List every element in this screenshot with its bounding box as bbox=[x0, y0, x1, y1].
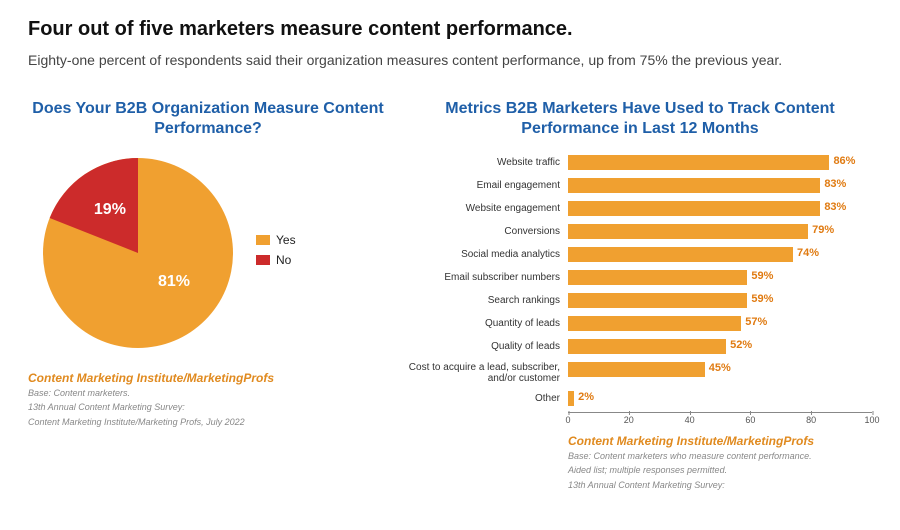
bar-fill bbox=[568, 391, 574, 406]
bar-track: 86% bbox=[568, 153, 872, 173]
bar-fill bbox=[568, 201, 820, 216]
bar-track: 57% bbox=[568, 314, 872, 334]
pie-panel: Does Your B2B Organization Measure Conte… bbox=[28, 99, 388, 492]
pie-label-yes: 81% bbox=[158, 273, 190, 291]
bar-track: 79% bbox=[568, 222, 872, 242]
tick-0: 0 bbox=[565, 415, 570, 425]
bar-track: 59% bbox=[568, 291, 872, 311]
bar-fill bbox=[568, 247, 793, 262]
bar-row: Website engagement 83% bbox=[408, 199, 872, 219]
bar-row: Quality of leads 52% bbox=[408, 337, 872, 357]
bar-value: 79% bbox=[812, 224, 834, 236]
tick-40: 40 bbox=[685, 415, 695, 425]
bar-label: Website engagement bbox=[408, 203, 568, 214]
bar-fill bbox=[568, 316, 741, 331]
bar-row: Conversions 79% bbox=[408, 222, 872, 242]
bar-fill bbox=[568, 155, 829, 170]
bar-value: 45% bbox=[709, 362, 731, 374]
charts-container: Does Your B2B Organization Measure Conte… bbox=[28, 99, 872, 492]
legend-label-yes: Yes bbox=[276, 233, 296, 247]
tick-80: 80 bbox=[806, 415, 816, 425]
pie-chart: 19% 81% bbox=[38, 153, 238, 353]
tick-100: 100 bbox=[864, 415, 879, 425]
bar-fill bbox=[568, 362, 705, 377]
bar-row: Other 2% bbox=[408, 389, 872, 409]
bar-x-axis: 0 20 40 60 80 100 bbox=[568, 412, 872, 428]
page-subhead: Eighty-one percent of respondents said t… bbox=[28, 51, 872, 71]
pie-foot3: Content Marketing Institute/Marketing Pr… bbox=[28, 416, 388, 429]
bar-label: Quantity of leads bbox=[408, 318, 568, 329]
bar-foot1: Base: Content marketers who measure cont… bbox=[568, 450, 872, 463]
bar-row: Quantity of leads 57% bbox=[408, 314, 872, 334]
bar-label: Cost to acquire a lead, subscriber, and/… bbox=[408, 362, 568, 384]
legend-label-no: No bbox=[276, 253, 291, 267]
bar-foot2: Aided list; multiple responses permitted… bbox=[568, 464, 872, 477]
legend-swatch-no bbox=[256, 255, 270, 265]
bar-title: Metrics B2B Marketers Have Used to Track… bbox=[408, 99, 872, 139]
bar-label: Conversions bbox=[408, 226, 568, 237]
pie-source: Content Marketing Institute/MarketingPro… bbox=[28, 371, 388, 385]
bar-fill bbox=[568, 224, 808, 239]
bar-track: 45% bbox=[568, 360, 872, 386]
tick-20: 20 bbox=[624, 415, 634, 425]
bar-track: 2% bbox=[568, 389, 872, 409]
bar-track: 52% bbox=[568, 337, 872, 357]
page-headline: Four out of five marketers measure conte… bbox=[28, 18, 872, 41]
bar-label: Email engagement bbox=[408, 180, 568, 191]
bar-panel: Metrics B2B Marketers Have Used to Track… bbox=[408, 99, 872, 492]
pie-title: Does Your B2B Organization Measure Conte… bbox=[28, 99, 388, 139]
bar-track: 59% bbox=[568, 268, 872, 288]
bar-fill bbox=[568, 339, 726, 354]
bar-value: 2% bbox=[578, 391, 594, 403]
bar-label: Quality of leads bbox=[408, 341, 568, 352]
legend-swatch-yes bbox=[256, 235, 270, 245]
pie-foot1: Base: Content marketers. bbox=[28, 387, 388, 400]
bar-label: Search rankings bbox=[408, 295, 568, 306]
bar-source: Content Marketing Institute/MarketingPro… bbox=[568, 434, 872, 448]
bar-track: 74% bbox=[568, 245, 872, 265]
tick-60: 60 bbox=[745, 415, 755, 425]
bar-row: Website traffic 86% bbox=[408, 153, 872, 173]
bar-track: 83% bbox=[568, 199, 872, 219]
bar-value: 86% bbox=[833, 155, 855, 167]
bar-fill bbox=[568, 178, 820, 193]
bar-value: 52% bbox=[730, 339, 752, 351]
bar-row: Email engagement 83% bbox=[408, 176, 872, 196]
bar-row: Search rankings 59% bbox=[408, 291, 872, 311]
bar-value: 59% bbox=[751, 293, 773, 305]
bar-value: 83% bbox=[824, 178, 846, 190]
bar-label: Social media analytics bbox=[408, 249, 568, 260]
bar-label: Other bbox=[408, 393, 568, 404]
pie-label-no: 19% bbox=[94, 201, 126, 219]
bar-foot3: 13th Annual Content Marketing Survey: bbox=[568, 479, 872, 492]
pie-legend: Yes No bbox=[256, 233, 296, 273]
bar-row: Social media analytics 74% bbox=[408, 245, 872, 265]
bar-row: Cost to acquire a lead, subscriber, and/… bbox=[408, 360, 872, 386]
bar-chart: Website traffic86%Email engagement83%Web… bbox=[408, 153, 872, 409]
bar-value: 59% bbox=[751, 270, 773, 282]
bar-track: 83% bbox=[568, 176, 872, 196]
bar-fill bbox=[568, 270, 747, 285]
bar-value: 83% bbox=[824, 201, 846, 213]
bar-value: 74% bbox=[797, 247, 819, 259]
pie-foot2: 13th Annual Content Marketing Survey: bbox=[28, 401, 388, 414]
bar-label: Email subscriber numbers bbox=[408, 272, 568, 283]
bar-row: Email subscriber numbers 59% bbox=[408, 268, 872, 288]
bar-fill bbox=[568, 293, 747, 308]
bar-label: Website traffic bbox=[408, 157, 568, 168]
bar-value: 57% bbox=[745, 316, 767, 328]
